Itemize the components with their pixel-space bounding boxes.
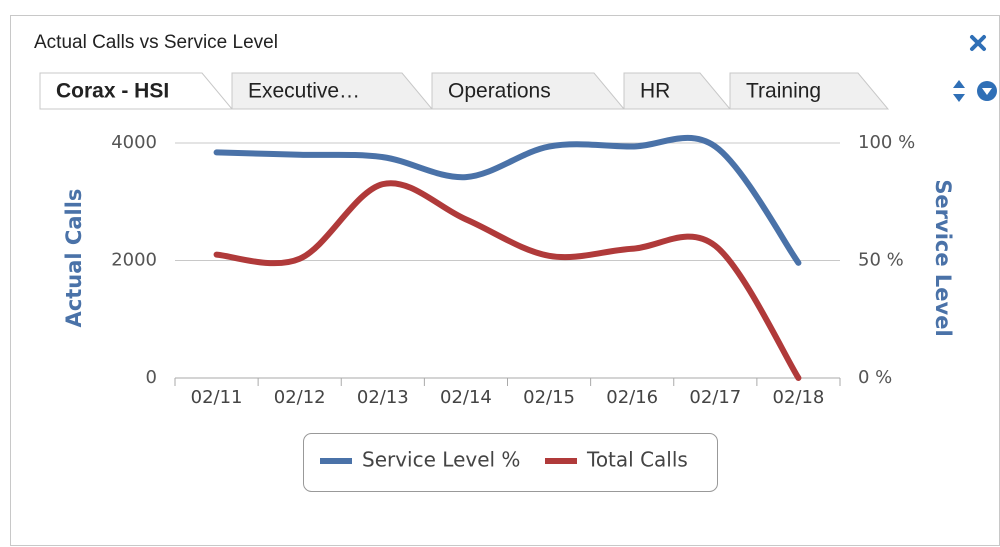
y-tick-label: 2000: [111, 250, 157, 271]
up-arrow: [953, 80, 965, 88]
tab-bar: Corax - HSI Executive… Operations HR Trainin…: [39, 72, 890, 110]
close-button[interactable]: [970, 35, 986, 51]
chart: 0 2000 4000 0 % 50 % 100 % Actual Calls Service…: [62, 132, 955, 408]
y-tick-label: 4000: [111, 132, 157, 153]
y2-tick-label: 50 %: [858, 250, 904, 271]
panel-title: Actual Calls vs Service Level: [34, 32, 278, 53]
tab-label: Operations: [448, 80, 551, 103]
tab-label: Executive…: [248, 80, 360, 103]
x-tick-label: 02/15: [523, 387, 575, 408]
down-arrow: [953, 94, 965, 102]
y-tick-label: 0: [146, 367, 157, 388]
tab-label: Training: [746, 80, 821, 103]
close-icon: [970, 35, 986, 51]
menu-button[interactable]: [977, 81, 997, 101]
tab[interactable]: Training: [729, 72, 890, 110]
x-tick-label: 02/11: [191, 387, 243, 408]
series-line: [213, 134, 802, 266]
tab[interactable]: Operations: [431, 72, 626, 110]
legend-label: Total Calls: [586, 448, 688, 472]
y-axis-title: Actual Calls: [62, 189, 86, 328]
x-tick-label: 02/16: [606, 387, 658, 408]
x-tick-label: 02/18: [773, 387, 825, 408]
tab-shape: [39, 72, 234, 110]
y2-tick-label: 100 %: [858, 132, 915, 153]
menu-arrow: [982, 88, 992, 95]
sort-button[interactable]: [953, 80, 965, 102]
x-tick-label: 02/12: [274, 387, 326, 408]
x-tick-label: 02/13: [357, 387, 409, 408]
y2-axis-title: Service Level: [931, 179, 955, 336]
legend: [303, 433, 718, 492]
x-tick-label: 02/14: [440, 387, 492, 408]
x-tick-label: 02/17: [689, 387, 741, 408]
tab[interactable]: Executive…: [231, 72, 434, 110]
legend-items: Service Level % Total Calls: [320, 448, 688, 472]
legend-label: Service Level %: [362, 448, 520, 472]
tab-label: HR: [640, 80, 670, 103]
tab-label: Corax - HSI: [56, 80, 169, 103]
series-line: [213, 180, 802, 381]
y2-tick-label: 0 %: [858, 367, 892, 388]
tab[interactable]: Corax - HSI: [39, 72, 234, 110]
